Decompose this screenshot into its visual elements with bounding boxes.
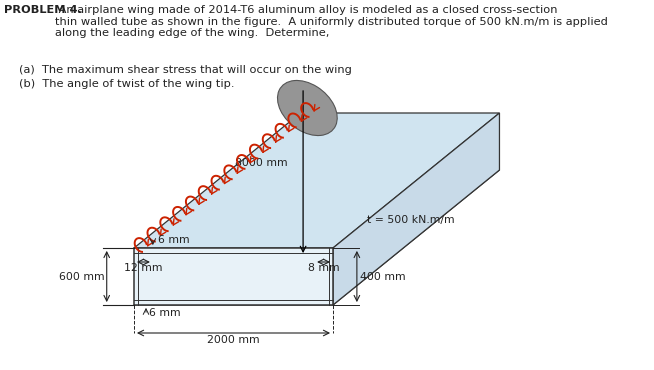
Text: 600 mm: 600 mm — [59, 272, 104, 282]
Text: 2000 mm: 2000 mm — [207, 335, 260, 345]
Text: An airplane wing made of 2014-T6 aluminum alloy is modeled as a closed cross-sec: An airplane wing made of 2014-T6 aluminu… — [55, 5, 608, 38]
Text: 8 mm: 8 mm — [308, 263, 339, 273]
Text: 12 mm: 12 mm — [124, 263, 163, 273]
Polygon shape — [333, 113, 500, 305]
Polygon shape — [134, 113, 500, 248]
Text: 6 mm: 6 mm — [149, 308, 181, 318]
Polygon shape — [134, 170, 500, 305]
Text: (a)  The maximum shear stress that will occur on the wing: (a) The maximum shear stress that will o… — [19, 65, 352, 75]
Polygon shape — [134, 248, 333, 305]
Text: (b)  The angle of twist of the wing tip.: (b) The angle of twist of the wing tip. — [19, 79, 234, 89]
Text: t = 500 kN.m/m: t = 500 kN.m/m — [367, 215, 455, 225]
Ellipse shape — [277, 80, 337, 135]
Text: PROBLEM 4.: PROBLEM 4. — [5, 5, 82, 15]
Text: 6 mm: 6 mm — [158, 235, 190, 245]
Text: 8000 mm: 8000 mm — [235, 158, 287, 168]
Text: 400 mm: 400 mm — [360, 272, 406, 282]
